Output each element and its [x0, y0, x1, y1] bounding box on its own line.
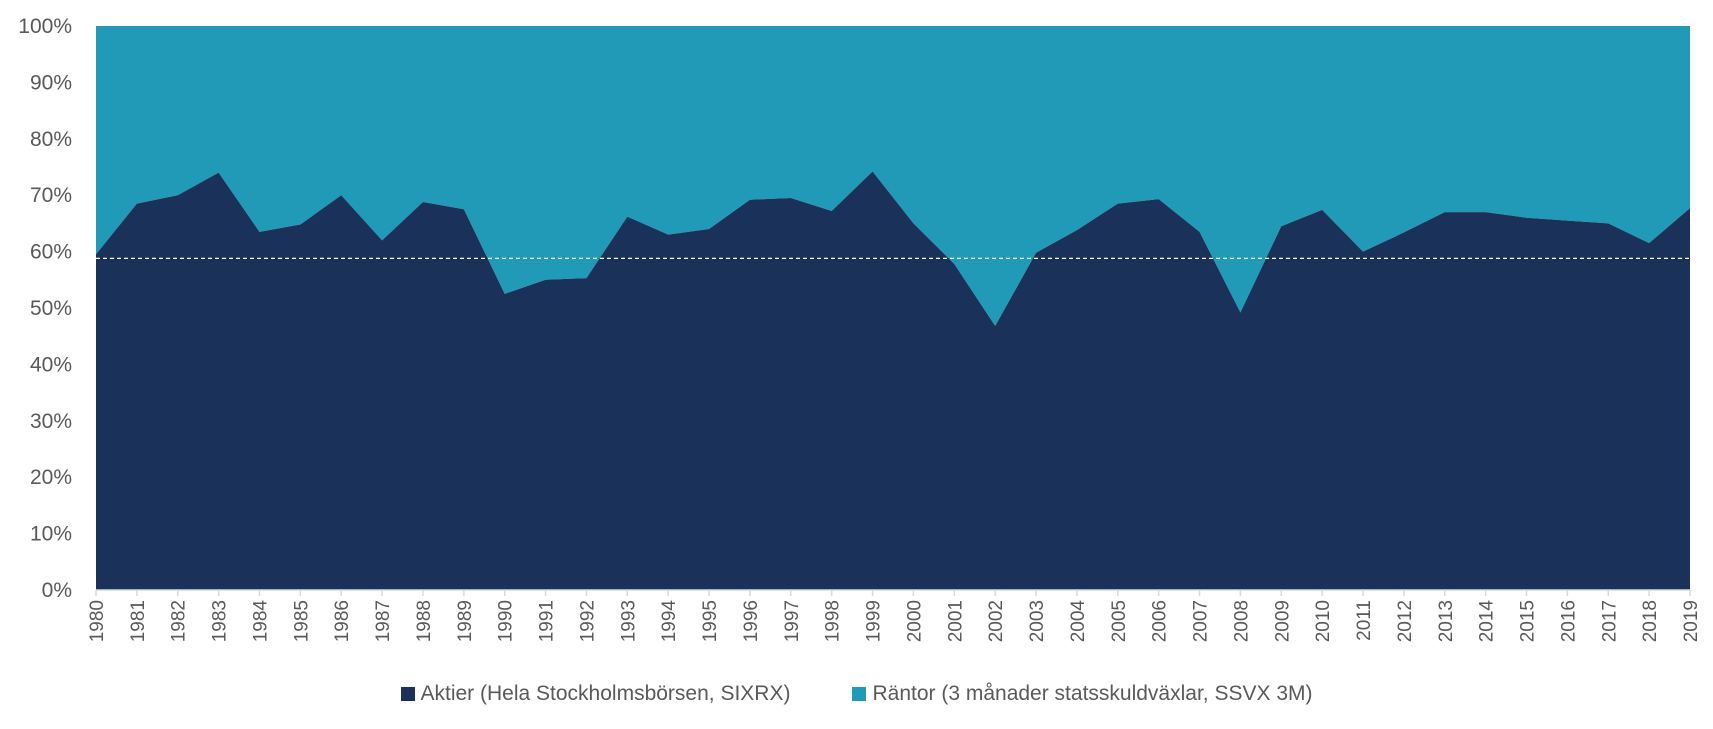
x-tick-label: 2007: [1191, 600, 1212, 642]
x-tick-label: 2011: [1354, 600, 1375, 641]
x-tick-label: 2006: [1150, 600, 1171, 642]
y-tick-label: 0%: [42, 579, 72, 602]
x-tick-label: 1984: [250, 600, 271, 643]
x-tick-label: 1999: [864, 600, 885, 642]
x-tick-label: 2010: [1313, 600, 1334, 642]
x-tick-label: 1982: [169, 600, 190, 642]
legend-label-aktier: Aktier (Hela Stockholmsbörsen, SIXRX): [420, 682, 791, 705]
x-tick-label: 2003: [1027, 600, 1048, 642]
x-tick-label: 1993: [618, 600, 639, 642]
x-tick-label: 2001: [945, 600, 966, 642]
x-tick-label: 2004: [1068, 600, 1089, 643]
y-tick-label: 50%: [30, 297, 72, 320]
x-tick-label: 1992: [577, 600, 598, 642]
x-tick-label: 1998: [823, 600, 844, 642]
y-tick-label: 80%: [30, 128, 72, 151]
x-tick-label: 2009: [1272, 600, 1293, 642]
y-tick-label: 30%: [30, 410, 72, 433]
legend-swatch-aktier: [400, 687, 415, 701]
x-tick-label: 1997: [782, 600, 803, 642]
y-tick-label: 70%: [30, 184, 72, 207]
legend-swatch-rantor: [852, 687, 867, 701]
x-tick-label: 1994: [659, 600, 680, 643]
x-tick-label: 1980: [87, 600, 108, 642]
x-tick-label: 1987: [373, 600, 394, 642]
area-series-rantor: [96, 26, 1690, 327]
x-tick-label: 2019: [1681, 600, 1702, 642]
legend-label-rantor: Räntor (3 månader statsskuldväxlar, SSVX…: [872, 682, 1313, 705]
x-tick-label: 1981: [128, 600, 149, 642]
x-tick-label: 1995: [700, 600, 721, 642]
x-tick-label: 1986: [332, 600, 353, 642]
x-tick-label: 1985: [291, 600, 312, 642]
chart-legend: Aktier (Hela Stockholmsbörsen, SIXRX) Rä…: [0, 678, 1713, 710]
x-tick-label: 2000: [904, 600, 925, 642]
x-tick-label: 1991: [537, 600, 558, 642]
x-tick-label: 2016: [1558, 600, 1579, 642]
x-tick-label: 2008: [1231, 600, 1252, 642]
x-tick-label: 2005: [1109, 600, 1130, 642]
y-tick-label: 100%: [18, 15, 72, 38]
x-tick-label: 1989: [455, 600, 476, 642]
x-tick-label: 2002: [986, 600, 1007, 642]
x-tick-label: 2012: [1395, 600, 1416, 642]
x-tick-label: 2014: [1477, 600, 1498, 643]
area-series-aktier: [96, 171, 1690, 590]
y-tick-label: 20%: [30, 466, 72, 489]
x-tick-label: 2013: [1436, 600, 1457, 642]
legend-item-rantor[interactable]: Räntor (3 månader statsskuldväxlar, SSVX…: [852, 682, 1312, 706]
x-tick-label: 1983: [210, 600, 231, 642]
legend-item-aktier[interactable]: Aktier (Hela Stockholmsbörsen, SIXRX): [400, 682, 791, 706]
x-tick-label: 1990: [496, 600, 517, 642]
y-tick-label: 10%: [30, 523, 72, 546]
x-tick-label: 2017: [1599, 600, 1620, 642]
y-tick-label: 90%: [30, 71, 72, 94]
x-tick-label: 2018: [1640, 600, 1661, 642]
y-tick-label: 40%: [30, 353, 72, 376]
y-tick-label: 60%: [30, 241, 72, 264]
x-tick-label: 2015: [1518, 600, 1539, 642]
x-tick-label: 1996: [741, 600, 762, 642]
x-tick-label: 1988: [414, 600, 435, 642]
